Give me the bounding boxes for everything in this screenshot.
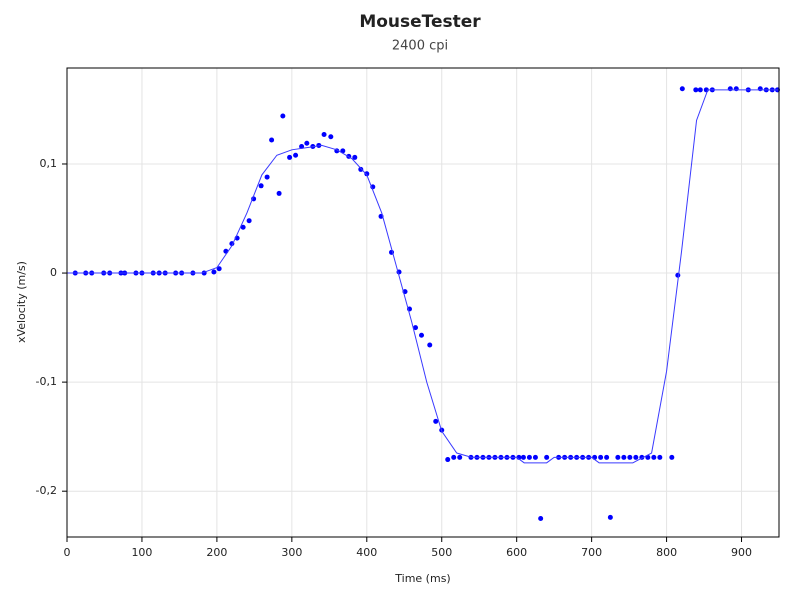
data-point bbox=[413, 325, 419, 331]
data-point bbox=[544, 454, 550, 460]
y-tick-label: -0,1 bbox=[36, 375, 57, 388]
data-point bbox=[657, 454, 663, 460]
data-point bbox=[757, 86, 763, 92]
data-point bbox=[287, 154, 293, 160]
chart-subtitle: 2400 cpi bbox=[392, 39, 448, 54]
data-point bbox=[538, 515, 544, 521]
data-point bbox=[604, 454, 610, 460]
data-point bbox=[615, 454, 621, 460]
marks bbox=[67, 86, 781, 521]
x-tick-label: 800 bbox=[656, 546, 677, 559]
data-point bbox=[679, 86, 685, 92]
data-point bbox=[669, 454, 675, 460]
data-point bbox=[598, 454, 604, 460]
data-point bbox=[651, 454, 657, 460]
x-tick-label: 400 bbox=[356, 546, 377, 559]
chart-title: MouseTester bbox=[359, 12, 481, 32]
data-point bbox=[526, 454, 532, 460]
data-point bbox=[532, 454, 538, 460]
data-point bbox=[321, 132, 327, 138]
x-tick-label: 300 bbox=[281, 546, 302, 559]
data-point bbox=[419, 332, 425, 338]
y-tick-label: 0,1 bbox=[40, 157, 58, 170]
data-point bbox=[445, 457, 451, 463]
data-point bbox=[633, 454, 639, 460]
data-point bbox=[293, 152, 299, 158]
plot-frame bbox=[66, 67, 780, 538]
data-point bbox=[457, 454, 463, 460]
data-point bbox=[216, 266, 222, 272]
data-point bbox=[697, 87, 703, 93]
data-point bbox=[304, 140, 310, 146]
x-tick-label: 900 bbox=[731, 546, 752, 559]
data-point bbox=[427, 342, 433, 348]
x-tick-label: 600 bbox=[506, 546, 527, 559]
x-axis-label: Time (ms) bbox=[394, 572, 450, 585]
fit-line bbox=[67, 89, 779, 464]
grid bbox=[66, 68, 779, 537]
data-point bbox=[433, 418, 439, 424]
data-point bbox=[520, 454, 526, 460]
y-tick-label: -0,2 bbox=[36, 484, 57, 497]
data-point bbox=[627, 454, 633, 460]
data-point bbox=[451, 454, 457, 460]
x-tick-label: 200 bbox=[206, 546, 227, 559]
data-point bbox=[240, 224, 246, 230]
data-point bbox=[358, 166, 364, 172]
data-point bbox=[246, 218, 252, 224]
data-point bbox=[727, 86, 733, 92]
data-point bbox=[211, 269, 217, 275]
data-point bbox=[352, 154, 358, 160]
x-tick-label: 500 bbox=[431, 546, 452, 559]
data-point bbox=[621, 454, 627, 460]
data-point bbox=[693, 87, 699, 93]
data-point bbox=[328, 134, 334, 140]
x-tick-label: 0 bbox=[64, 546, 71, 559]
data-point bbox=[258, 183, 264, 189]
data-point bbox=[364, 171, 370, 177]
data-point bbox=[264, 174, 270, 180]
data-point bbox=[269, 137, 275, 143]
y-axis-label: xVelocity (m/s) bbox=[15, 261, 28, 343]
data-point bbox=[607, 514, 613, 520]
y-tick-label: 0 bbox=[50, 266, 57, 279]
data-point bbox=[675, 272, 681, 278]
x-tick-label: 700 bbox=[581, 546, 602, 559]
data-point bbox=[276, 190, 282, 196]
data-point bbox=[733, 86, 739, 92]
x-tick-label: 100 bbox=[131, 546, 152, 559]
data-point bbox=[280, 113, 286, 119]
